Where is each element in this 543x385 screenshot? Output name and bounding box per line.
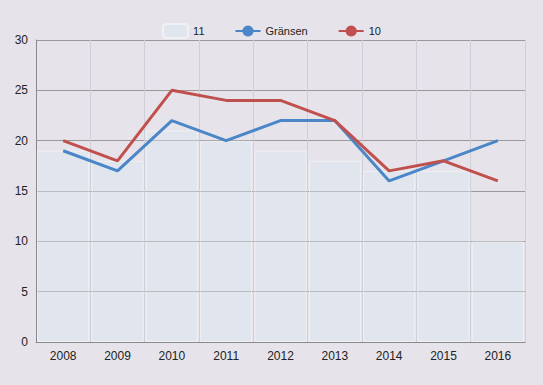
svg-text:0: 0 (21, 335, 28, 349)
svg-text:11: 11 (193, 25, 204, 37)
svg-text:10: 10 (15, 234, 29, 248)
svg-text:20: 20 (15, 134, 29, 148)
svg-text:15: 15 (15, 184, 29, 198)
svg-text:2008: 2008 (50, 349, 77, 363)
svg-text:2010: 2010 (158, 349, 185, 363)
svg-text:5: 5 (21, 285, 28, 299)
svg-text:2012: 2012 (267, 349, 294, 363)
svg-text:Gränsen: Gränsen (265, 25, 307, 37)
svg-text:25: 25 (15, 83, 29, 97)
svg-text:10: 10 (369, 25, 381, 37)
svg-text:2009: 2009 (104, 349, 131, 363)
svg-text:2011: 2011 (213, 349, 239, 363)
svg-text:2013: 2013 (321, 349, 348, 363)
svg-text:2015: 2015 (430, 349, 457, 363)
svg-text:2016: 2016 (484, 349, 511, 363)
svg-text:30: 30 (15, 33, 29, 47)
svg-text:2014: 2014 (376, 349, 403, 363)
